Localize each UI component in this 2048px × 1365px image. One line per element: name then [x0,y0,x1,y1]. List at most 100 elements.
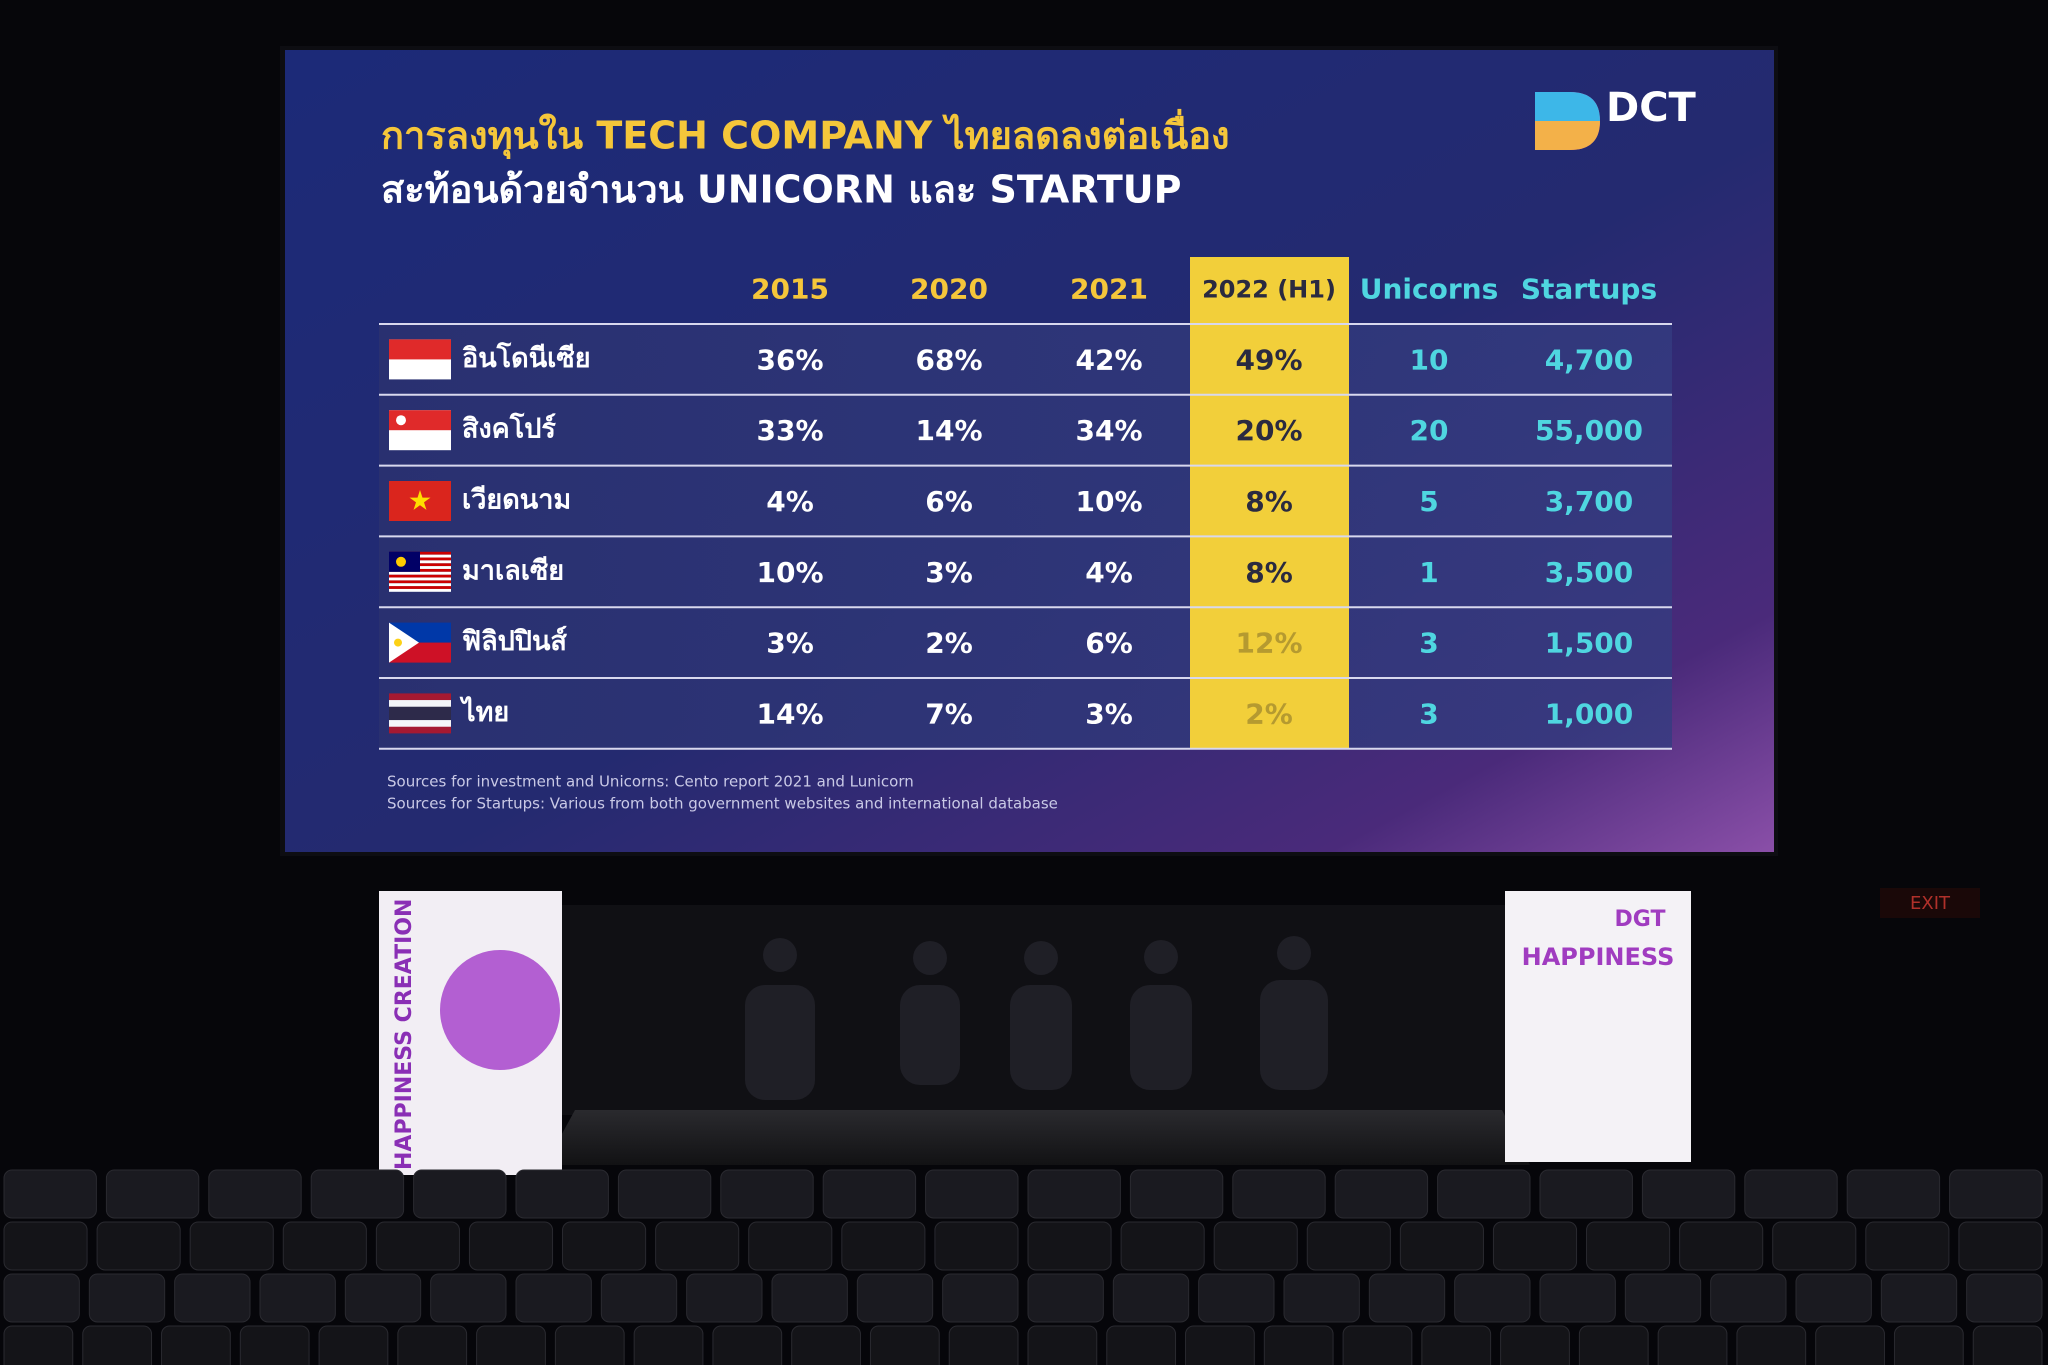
seat [397,1325,468,1365]
table-cell: 14% [915,414,982,447]
seat [1736,1325,1807,1365]
seat [413,1169,507,1219]
seat [1539,1169,1633,1219]
seat [208,1169,302,1219]
title: สะท้อนด้วยจำนวน UNICORN และ STARTUP [381,168,1182,212]
column-header: 2020 [910,273,988,306]
table-cell: 1,000 [1545,697,1634,730]
table-cell: 1,500 [1545,627,1634,660]
seat [1492,1221,1578,1271]
seat [375,1221,460,1271]
right-banner-logo: DGT [1615,907,1666,932]
seat [3,1273,80,1323]
column-header: 2015 [751,273,829,306]
seats [3,1169,2043,1365]
seat [1232,1169,1326,1219]
seat [686,1273,763,1323]
flag [389,339,451,380]
seat [1641,1169,1736,1219]
seat [1795,1273,1872,1323]
column-header: 2022 (H1) [1202,276,1336,304]
row-background [379,394,1672,466]
seat [1185,1325,1255,1365]
seat [1846,1169,1941,1219]
seat [259,1273,336,1323]
table-cell: 5 [1419,485,1438,518]
flag-part [389,583,451,587]
seat [1958,1221,2043,1271]
flag [389,622,451,663]
table-cell: 3% [925,556,973,589]
seat [1744,1169,1838,1219]
seat [468,1221,554,1271]
seat [856,1273,934,1323]
seat [1437,1169,1531,1219]
seat [633,1325,704,1365]
country-name: เวียดนาม [462,485,571,516]
table-cell: 4% [766,485,814,518]
panelists [745,936,1328,1100]
seat [476,1325,546,1365]
title: การลงทุนใน TECH COMPANY ไทยลดลงต่อเนื่อง [381,109,1230,160]
table-cell: 1 [1419,556,1438,589]
country-name: สิงคโปร์ [462,412,556,445]
table-cell: 10% [1075,485,1142,518]
exit-sign [1880,888,1980,918]
seat [1027,1221,1112,1271]
seat [344,1273,422,1323]
seat [1334,1169,1429,1219]
right-banner [1505,891,1691,1162]
highlight-column [1190,257,1349,749]
table-cell: 3 [1419,697,1438,730]
table-cell: 6% [1085,627,1133,660]
seat [1815,1325,1885,1365]
table-cell: 42% [1075,343,1142,376]
seat [1306,1221,1391,1271]
table-cell: 34% [1075,414,1142,447]
seat [1972,1325,2043,1365]
exit-text: EXIT [1910,893,1951,914]
seat [869,1325,940,1365]
seat [3,1325,74,1365]
seat [1112,1273,1190,1323]
row-background [379,324,1672,395]
table-cell: 10% [756,556,823,589]
seat [771,1273,848,1323]
seat [3,1221,88,1271]
flag-part [389,339,451,360]
table-cell: 33% [756,414,823,447]
seat [822,1169,917,1219]
flag-part [389,574,451,578]
table-cell: 3% [1085,697,1133,730]
table-cell: 55,000 [1535,414,1643,447]
seat [720,1169,814,1219]
table-cell: 2% [925,627,973,660]
seat [1679,1221,1764,1271]
country-name: มาเลเซีย [462,555,564,586]
table-cell: 10 [1410,343,1449,376]
flag-part [389,622,419,663]
row-background [379,607,1672,678]
seat [748,1221,833,1271]
flag [389,693,451,734]
row-background [379,465,1672,537]
row-background [379,678,1672,749]
seat [1624,1273,1702,1323]
flag [389,551,451,592]
table-cell: 20% [1235,414,1302,447]
country-name: ไทย [459,696,509,728]
seat [712,1325,783,1365]
country-name: อินโดนีเซีย [462,341,591,374]
flag-part [389,571,451,575]
seat [925,1169,1019,1219]
column-header: 2021 [1070,273,1148,306]
seat [515,1169,609,1219]
table: 2015 2020 2021 2022 (H1) Unicorns Startupsอิน… [379,257,1672,750]
table-cell: 12% [1235,627,1302,660]
table-cell: 3,700 [1545,485,1634,518]
seat [1399,1221,1484,1271]
seat [1342,1325,1413,1365]
left-banner-text: HAPPINESS CREATION [392,899,417,1170]
seat [1893,1325,1964,1365]
